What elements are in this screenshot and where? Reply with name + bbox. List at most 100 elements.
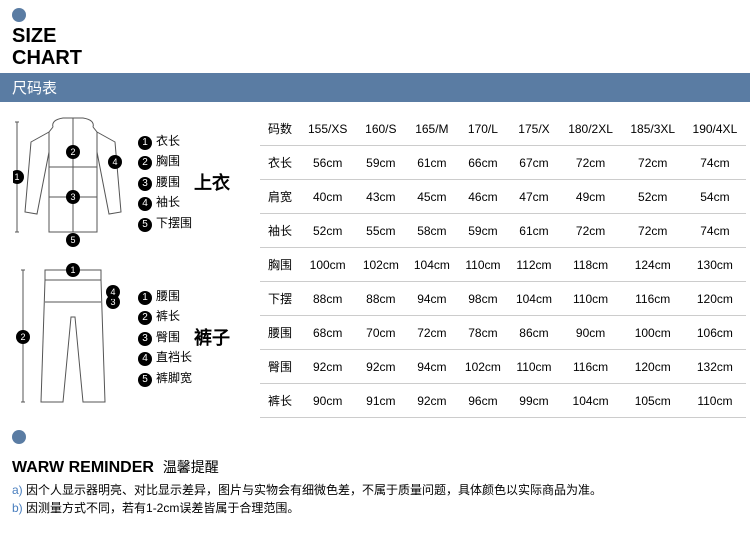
cell: 130cm (684, 248, 746, 282)
cell: 59cm (355, 146, 406, 180)
legend-label: 腰围 (156, 175, 180, 189)
svg-text:2: 2 (70, 147, 75, 157)
legend-label: 胸围 (156, 154, 180, 168)
header-dot (12, 8, 26, 22)
title-en-1: SIZE (12, 25, 750, 47)
pants-legend: 1腰围 2 裤长 3臀围 4 直裆长 5裤脚宽 (138, 286, 192, 388)
cell: 40cm (300, 180, 355, 214)
cell: 47cm (508, 180, 559, 214)
svg-text:1: 1 (14, 172, 19, 182)
cell: 94cm (406, 282, 457, 316)
legend-item: 3 腰围 (138, 172, 192, 192)
cell: 120cm (622, 350, 684, 384)
reminder-dot (12, 430, 26, 444)
cell: 99cm (508, 384, 559, 418)
cell: 100cm (300, 248, 355, 282)
svg-text:2: 2 (20, 332, 25, 342)
cell: 66cm (457, 146, 508, 180)
cell: 110cm (508, 350, 559, 384)
legend-num: 1 (138, 136, 152, 150)
cell: 110cm (684, 384, 746, 418)
legend-label: 袖长 (156, 195, 180, 209)
cell: 88cm (355, 282, 406, 316)
th-size: 165/M (406, 112, 457, 146)
row-label: 裤长 (260, 384, 300, 418)
cell: 74cm (684, 214, 746, 248)
legend-label: 臀围 (156, 330, 180, 344)
svg-text:5: 5 (70, 235, 75, 245)
pants-diagram: 1 2 3 4 (8, 262, 138, 412)
reminder-title: WARW REMINDER 温馨提醒 (12, 457, 750, 477)
cell: 102cm (355, 248, 406, 282)
section-bottom: 裤子 (192, 324, 232, 350)
legend-num: 4 (138, 352, 152, 366)
main-content: 1 2 3 4 5 1衣长2胸围3腰围4袖长5下摆围 上衣 (0, 112, 750, 422)
cell: 110cm (457, 248, 508, 282)
legend-label: 腰围 (156, 289, 180, 303)
cell: 54cm (684, 180, 746, 214)
cell: 100cm (622, 316, 684, 350)
table-row: 衣长56cm59cm61cm66cm67cm72cm72cm74cm (260, 146, 746, 180)
legend-label: 裤脚宽 (156, 371, 192, 385)
cell: 55cm (355, 214, 406, 248)
cell: 61cm (406, 146, 457, 180)
title-en-2: CHART (12, 47, 750, 69)
cell: 59cm (457, 214, 508, 248)
legend-num: 5 (138, 218, 152, 232)
table-row: 下摆88cm88cm94cm98cm104cm110cm116cm120cm (260, 282, 746, 316)
cell: 46cm (457, 180, 508, 214)
legend-num: 2 (138, 156, 152, 170)
cell: 72cm (622, 146, 684, 180)
cell: 106cm (684, 316, 746, 350)
pants-row: 1 2 3 4 1腰围 2 裤长 3臀围 4 直裆长 5裤脚宽 裤子 (8, 262, 260, 412)
svg-text:4: 4 (110, 287, 115, 297)
legend-label: 衣长 (156, 134, 180, 148)
legend-item: 5 下摆围 (138, 213, 192, 233)
legend-item: 1腰围 (138, 286, 192, 306)
table-row: 胸围100cm102cm104cm110cm112cm118cm124cm130… (260, 248, 746, 282)
cell: 72cm (560, 214, 622, 248)
legend-item: 5裤脚宽 (138, 368, 192, 388)
legend-num: 3 (138, 177, 152, 191)
legend-label: 直裆长 (156, 350, 192, 364)
cell: 132cm (684, 350, 746, 384)
row-label: 腰围 (260, 316, 300, 350)
cell: 58cm (406, 214, 457, 248)
cell: 74cm (684, 146, 746, 180)
th-size: 155/XS (300, 112, 355, 146)
table-row: 裤长90cm91cm92cm96cm99cm104cm105cm110cm (260, 384, 746, 418)
reminder-line: a) 因个人显示器明亮、对比显示差异，图片与实物会有细微色差，不属于质量问题，具… (12, 481, 750, 499)
reminder-text: 因个人显示器明亮、对比显示差异，图片与实物会有细微色差，不属于质量问题，具体颜色… (26, 483, 602, 497)
cell: 94cm (406, 350, 457, 384)
cell: 72cm (560, 146, 622, 180)
cell: 112cm (508, 248, 559, 282)
cell: 52cm (300, 214, 355, 248)
cell: 88cm (300, 282, 355, 316)
cell: 72cm (406, 316, 457, 350)
legend-item: 4 直裆长 (138, 347, 192, 367)
legend-item: 3臀围 (138, 327, 192, 347)
cell: 124cm (622, 248, 684, 282)
cell: 70cm (355, 316, 406, 350)
th-label: 码数 (260, 112, 300, 146)
cell: 116cm (560, 350, 622, 384)
reminder-prefix: b) (12, 501, 26, 515)
legend-item: 1 衣长 (138, 131, 192, 151)
table-row: 腰围68cm70cm72cm78cm86cm90cm100cm106cm (260, 316, 746, 350)
th-size: 190/4XL (684, 112, 746, 146)
th-size: 170/L (457, 112, 508, 146)
legend-label: 下摆围 (156, 216, 192, 230)
size-table: 码数155/XS160/S165/M170/L175/X180/2XL185/3… (260, 112, 746, 418)
legend-label: 裤长 (156, 309, 180, 323)
cell: 118cm (560, 248, 622, 282)
size-table-wrap: 码数155/XS160/S165/M170/L175/X180/2XL185/3… (260, 112, 750, 422)
cell: 105cm (622, 384, 684, 418)
reminder-prefix: a) (12, 483, 26, 497)
cell: 56cm (300, 146, 355, 180)
cell: 104cm (406, 248, 457, 282)
cell: 43cm (355, 180, 406, 214)
row-label: 肩宽 (260, 180, 300, 214)
legend-num: 4 (138, 197, 152, 211)
th-size: 160/S (355, 112, 406, 146)
legend-num: 2 (138, 311, 152, 325)
